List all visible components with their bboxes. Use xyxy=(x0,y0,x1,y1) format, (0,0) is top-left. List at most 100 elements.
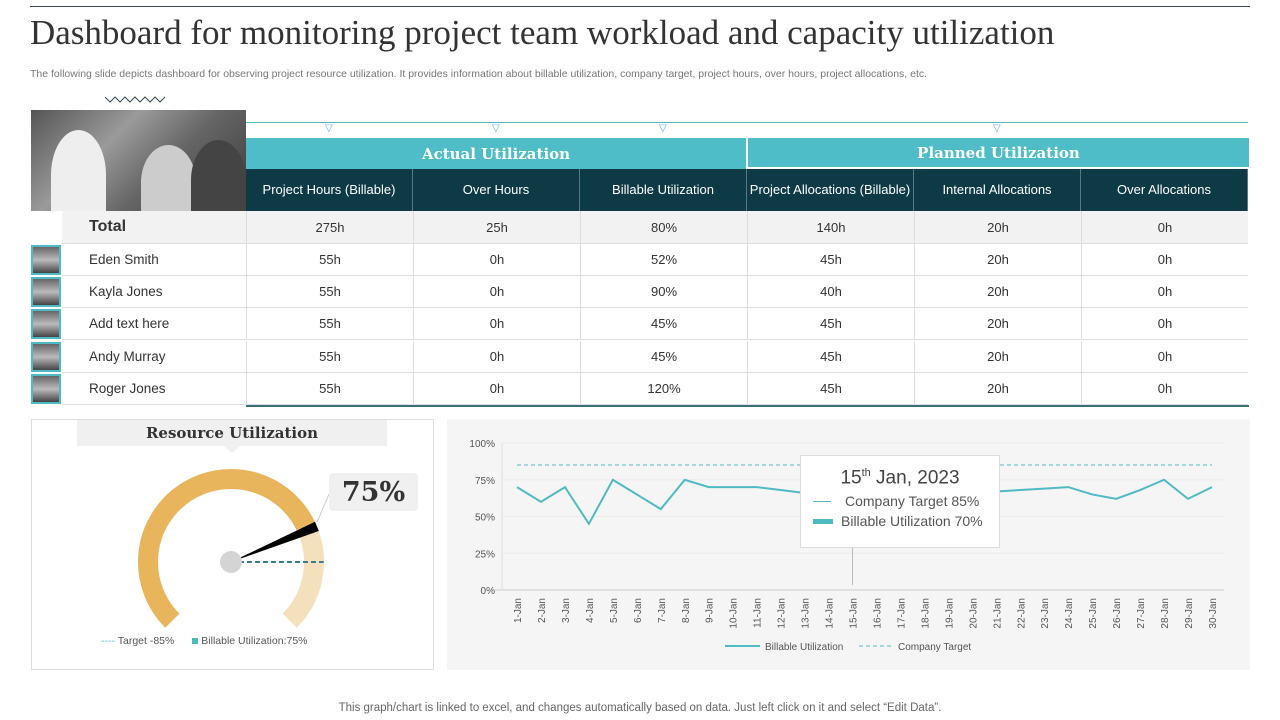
table-cell: 20h xyxy=(914,340,1081,372)
zigzag-decoration xyxy=(105,96,166,103)
table-row: Andy Murray 55h 0h 45% 45h 20h 0h xyxy=(62,340,1248,373)
title-pointer xyxy=(224,446,240,453)
gauge-value: 75% xyxy=(329,473,418,511)
x-tick-label: 19-Jan xyxy=(944,598,955,629)
x-tick-label: 1-Jan xyxy=(513,598,524,623)
x-tick-label: 3-Jan xyxy=(561,598,572,623)
table-cell: 55h xyxy=(246,276,413,308)
table-cell: 0h xyxy=(413,372,580,404)
legend-label: Billable Utilization xyxy=(765,642,843,653)
tooltip-date: 15th Jan, 2023 xyxy=(840,467,960,489)
table-row: Add text here 55h 0h 45% 45h 20h 0h xyxy=(62,308,1248,341)
gauge-chart xyxy=(138,469,330,628)
x-tick-label: 16-Jan xyxy=(872,598,883,629)
table-row: Eden Smith 55h 0h 52% 45h 20h 0h xyxy=(62,244,1248,276)
footer-note: This graph/chart is linked to excel, and… xyxy=(338,702,942,714)
table-cell: 0h xyxy=(1081,244,1248,275)
avatar xyxy=(31,341,61,372)
table-cell: 0h xyxy=(1081,276,1248,308)
member-name: Andy Murray xyxy=(89,348,166,364)
x-tick-label: 30-Jan xyxy=(1208,598,1219,629)
column-header: Over Allocations xyxy=(1081,169,1248,211)
group-planned-utilization: Planned Utilization xyxy=(748,138,1249,167)
member-name: Kayla Jones xyxy=(89,284,163,300)
page-subtitle: The following slide depicts dashboard fo… xyxy=(30,68,928,80)
callout-leader xyxy=(316,493,330,523)
total-row: Total 275h 25h 80% 140h 20h 0h xyxy=(62,211,1248,244)
table-row: Kayla Jones 55h 0h 90% 40h 20h 0h xyxy=(62,276,1248,309)
tooltip-target: Company Target 85% xyxy=(813,493,999,509)
table-cell: 20h xyxy=(914,244,1081,275)
x-tick-label: 15-Jan xyxy=(849,598,860,629)
table-cell: 0h xyxy=(413,340,580,372)
chart-tooltip: 15th Jan, 2023 Company Target 85% Billab… xyxy=(800,455,1000,548)
table-cell: 120% xyxy=(580,372,747,404)
legend-target: ---- Target -85% xyxy=(101,635,175,647)
gauge-remaining-arc xyxy=(282,526,324,628)
table-cell: 20h xyxy=(914,372,1081,404)
x-tick-label: 25-Jan xyxy=(1088,598,1099,629)
x-tick-label: 5-Jan xyxy=(609,598,620,623)
table-cell: 20h xyxy=(914,308,1081,340)
x-tick-label: 23-Jan xyxy=(1040,598,1051,629)
x-tick-label: 26-Jan xyxy=(1112,598,1123,629)
column-header: Internal Allocations xyxy=(914,169,1081,211)
table-cell: 0h xyxy=(1081,372,1248,404)
member-name: Add text here xyxy=(89,316,170,332)
table-cell: 0h xyxy=(413,308,580,340)
column-header: Project Hours (Billable) xyxy=(246,169,413,211)
x-tick-label: 9-Jan xyxy=(705,598,716,623)
legend-label: Company Target xyxy=(898,642,971,653)
avatar xyxy=(31,309,61,340)
table-cell: 140h xyxy=(747,211,914,243)
triangle-marker-icon: ▽ xyxy=(492,123,500,134)
x-tick-label: 20-Jan xyxy=(968,598,979,629)
table-cell: 45h xyxy=(747,340,914,372)
x-tick-label: 22-Jan xyxy=(1016,598,1027,629)
member-name: Eden Smith xyxy=(89,252,159,267)
group-actual-utilization: Actual Utilization xyxy=(246,138,746,169)
table-cell: 0h xyxy=(1081,211,1248,243)
y-tick-label: 100% xyxy=(469,439,495,450)
table-cell: 25h xyxy=(413,211,580,243)
gauge-title: Resource Utilization xyxy=(77,420,387,446)
x-tick-label: 7-Jan xyxy=(657,598,668,623)
x-tick-label: 8-Jan xyxy=(681,598,692,623)
y-tick-label: 75% xyxy=(475,476,495,487)
table-cell: 45h xyxy=(747,244,914,275)
table-cell: 0h xyxy=(1081,340,1248,372)
table-cell: 0h xyxy=(413,276,580,308)
table-cell: 40h xyxy=(747,276,914,308)
triangle-marker-icon: ▽ xyxy=(993,123,1001,134)
x-tick-label: 29-Jan xyxy=(1184,598,1195,629)
table-cell: 20h xyxy=(914,211,1081,243)
x-tick-label: 12-Jan xyxy=(777,598,788,629)
header-rule xyxy=(246,122,1248,123)
gauge-legend: ---- Target -85% Billable Utilization:75… xyxy=(101,635,308,647)
y-tick-label: 50% xyxy=(475,513,495,524)
x-tick-label: 6-Jan xyxy=(633,598,644,623)
x-tick-label: 2-Jan xyxy=(537,598,548,623)
table-cell: 52% xyxy=(580,244,747,275)
table-cell: 20h xyxy=(914,276,1081,308)
x-tick-label: 24-Jan xyxy=(1064,598,1075,629)
x-tick-label: 28-Jan xyxy=(1160,598,1171,629)
y-tick-label: 0% xyxy=(481,586,496,597)
gauge-needle xyxy=(231,521,319,562)
table-row: Roger Jones 55h 0h 120% 45h 20h 0h xyxy=(62,372,1248,405)
x-tick-label: 13-Jan xyxy=(801,598,812,629)
table-cell: 45% xyxy=(580,308,747,340)
table-cell: 275h xyxy=(246,211,413,243)
x-tick-label: 18-Jan xyxy=(920,598,931,629)
avatar xyxy=(31,245,61,275)
avatar xyxy=(31,373,61,404)
x-tick-label: 10-Jan xyxy=(729,598,740,629)
team-photo xyxy=(31,110,246,211)
table-cell: 55h xyxy=(246,372,413,404)
x-tick-label: 11-Jan xyxy=(753,598,764,628)
x-tick-label: 27-Jan xyxy=(1136,598,1147,629)
member-name: Roger Jones xyxy=(89,380,166,396)
table-cell: 55h xyxy=(246,340,413,372)
gauge-value-arc xyxy=(138,469,317,628)
table-cell: 55h xyxy=(246,308,413,340)
